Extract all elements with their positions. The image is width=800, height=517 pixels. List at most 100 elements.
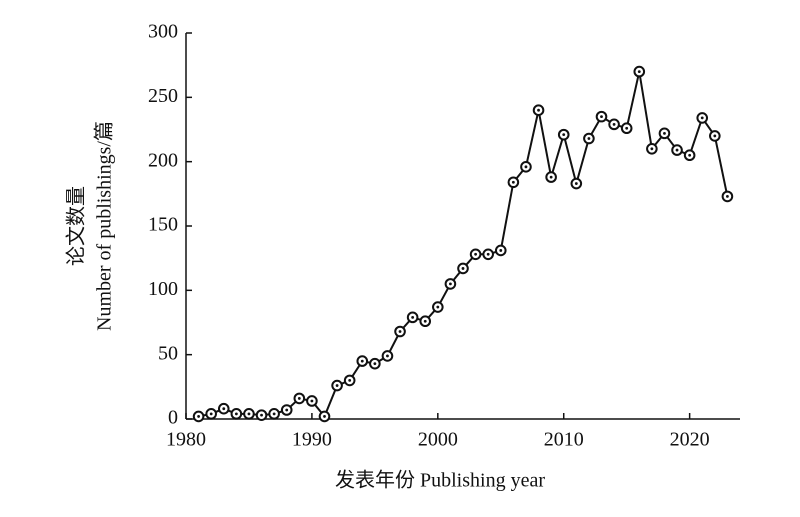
y-tick-label: 0 [168,407,178,429]
marker [696,112,709,124]
marker-dot [449,282,452,286]
marker-dot [436,305,440,309]
marker [583,132,595,145]
marker [444,278,457,290]
marker-dot [398,330,402,333]
marker [318,410,331,423]
marker-dot [197,415,200,418]
y-tick-label: 200 [148,149,178,171]
marker [482,248,494,261]
marker [356,355,369,367]
marker [709,130,721,142]
marker [369,357,381,370]
y-tick-label: 150 [148,214,178,236]
x-tick-label: 1980 [166,429,206,451]
marker-dot [386,354,389,358]
marker-dot [411,315,415,319]
marker [280,404,293,416]
marker-dot [574,182,578,185]
marker [457,262,469,275]
marker-dot [713,134,717,138]
marker [545,171,557,183]
y-tick-label: 300 [148,21,178,43]
marker-dot [549,175,553,179]
marker-dot [209,412,213,416]
marker [230,408,243,420]
marker-dot [524,165,528,169]
marker-dot [474,252,477,256]
marker [595,110,608,123]
x-tick-label: 2000 [418,429,458,451]
marker-dot [587,137,591,140]
marker [381,350,394,362]
marker-dot [373,362,377,366]
marker-dot [260,413,263,417]
marker [268,408,280,420]
marker-dot [247,412,251,416]
marker [406,311,419,324]
x-axis-label: 发表年份 Publishing year [335,469,545,492]
x-tick-label: 2010 [544,429,584,451]
marker-dot [726,195,729,198]
marker-dot [285,408,289,412]
marker-dot [663,131,666,135]
marker [646,143,658,155]
marker-dot [637,70,641,73]
marker [608,118,620,131]
marker-dot [310,399,314,403]
marker-dot [486,252,490,256]
marker-dot [675,148,679,152]
marker [255,409,268,421]
marker [570,177,583,190]
marker-dot [297,397,301,400]
marker [217,402,230,415]
marker-dot [461,267,465,270]
marker [469,248,482,261]
marker-dot [562,133,566,137]
marker [293,392,306,405]
marker-dot [499,249,503,252]
marker-dot [600,115,603,119]
x-tick-label: 2020 [670,429,710,451]
y-axis-label: Number of publishings/篇 [93,121,116,331]
marker [205,408,217,420]
marker [394,325,406,338]
marker [532,104,545,116]
y-axis-label: 论文数量 [65,186,88,266]
marker-dot [537,108,540,112]
marker [633,65,646,78]
marker-dot [335,384,339,387]
marker-dot [222,407,226,411]
marker-dot [360,359,364,363]
marker-dot [323,415,326,418]
marker-dot [234,412,238,416]
marker [507,176,520,189]
marker [658,127,671,140]
marker [343,374,356,387]
marker [243,408,255,420]
marker [331,379,343,392]
marker [721,190,734,203]
marker-dot [688,153,692,157]
marker-dot [650,147,654,151]
line [198,71,729,419]
marker-dot [348,379,352,382]
y-tick-label: 250 [148,85,178,107]
marker-dot [625,126,629,130]
marker-dot [423,319,427,323]
marker-dot [612,122,616,126]
marker [192,410,205,423]
y-tick-label: 100 [148,278,178,300]
marker [419,315,432,328]
marker [494,244,507,257]
marker [306,395,318,407]
marker-dot [511,180,515,184]
marker [683,149,696,162]
marker [520,161,532,173]
marker-dot [700,116,704,120]
marker [557,128,570,141]
marker [620,122,633,135]
y-tick-label: 50 [158,342,178,364]
